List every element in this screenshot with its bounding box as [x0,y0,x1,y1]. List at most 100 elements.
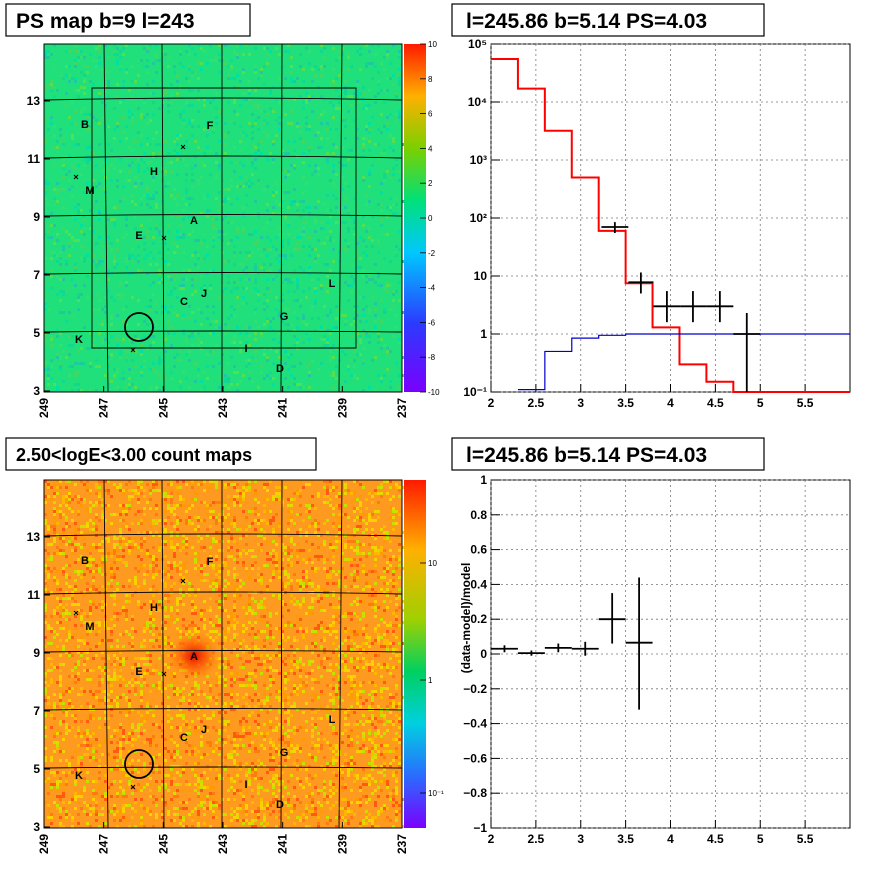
map-pixel [143,47,146,50]
map-pixel [137,269,140,272]
map-pixel [227,798,230,801]
map-pixel [182,251,185,254]
map-pixel [206,215,209,218]
map-pixel [362,275,365,278]
map-pixel [224,585,227,588]
map-pixel [134,227,137,230]
map-pixel [116,293,119,296]
map-pixel [380,588,383,591]
map-pixel [206,122,209,125]
map-pixel [311,110,314,113]
map-pixel [176,690,179,693]
map-pixel [257,149,260,152]
map-pixel [272,338,275,341]
map-pixel [50,83,53,86]
map-pixel [65,510,68,513]
map-pixel [134,576,137,579]
map-pixel [188,726,191,729]
map-pixel [113,549,116,552]
map-pixel [56,233,59,236]
map-pixel [131,149,134,152]
map-pixel [347,579,350,582]
map-pixel [239,666,242,669]
map-pixel [77,603,80,606]
map-pixel [194,221,197,224]
map-pixel [248,98,251,101]
map-pixel [128,495,131,498]
map-pixel [146,305,149,308]
map-pixel [56,389,59,392]
map-pixel [266,498,269,501]
map-pixel [203,624,206,627]
map-pixel [386,284,389,287]
map-pixel [302,290,305,293]
map-pixel [113,573,116,576]
map-pixel [131,272,134,275]
map-pixel [356,254,359,257]
map-pixel [386,122,389,125]
map-pixel [212,696,215,699]
map-pixel [74,528,77,531]
map-pixel [296,284,299,287]
map-pixel [251,717,254,720]
map-pixel [191,537,194,540]
map-pixel [152,546,155,549]
map-pixel [191,215,194,218]
map-pixel [152,80,155,83]
map-pixel [146,194,149,197]
count-map-noise [44,480,404,828]
map-pixel [107,80,110,83]
map-pixel [269,371,272,374]
map-pixel [221,284,224,287]
map-pixel [74,792,77,795]
map-pixel [326,221,329,224]
map-pixel [200,323,203,326]
map-pixel [350,323,353,326]
map-pixel [128,528,131,531]
map-pixel [77,50,80,53]
map-pixel [263,308,266,311]
map-pixel [365,104,368,107]
map-pixel [152,759,155,762]
map-pixel [116,239,119,242]
map-pixel [200,47,203,50]
map-pixel [263,630,266,633]
map-pixel [332,260,335,263]
map-pixel [71,389,74,392]
map-pixel [317,750,320,753]
map-pixel [101,170,104,173]
map-pixel [59,825,62,828]
map-pixel [119,140,122,143]
map-pixel [80,389,83,392]
map-pixel [188,305,191,308]
map-pixel [380,131,383,134]
map-pixel [308,582,311,585]
map-pixel [191,119,194,122]
map-pixel [257,810,260,813]
map-pixel [197,816,200,819]
map-pixel [203,287,206,290]
map-pixel [371,549,374,552]
map-pixel [209,591,212,594]
map-pixel [287,747,290,750]
map-pixel [44,687,47,690]
map-pixel [368,681,371,684]
map-pixel [203,197,206,200]
map-pixel [287,582,290,585]
map-pixel [104,741,107,744]
map-pixel [293,732,296,735]
map-pixel [107,290,110,293]
map-pixel [140,642,143,645]
map-pixel [242,215,245,218]
map-pixel [197,786,200,789]
map-pixel [191,522,194,525]
map-pixel [209,350,212,353]
map-pixel [380,380,383,383]
map-pixel [293,377,296,380]
map-pixel [344,630,347,633]
map-pixel [107,681,110,684]
map-pixel [68,597,71,600]
map-pixel [182,771,185,774]
map-pixel [239,552,242,555]
map-pixel [302,684,305,687]
